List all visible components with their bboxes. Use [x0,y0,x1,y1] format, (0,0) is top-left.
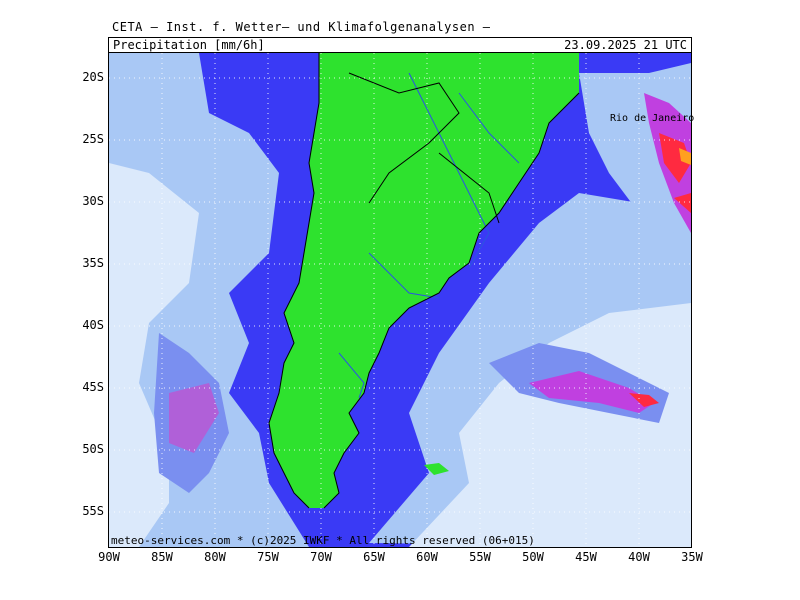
river [368,252,440,299]
precip-peak-cell [679,148,691,165]
rivers [338,72,520,399]
info-bar: Precipitation [mm/6h] 23.09.2025 21 UTC [108,37,692,52]
country-border [348,72,460,204]
coastline [323,92,580,509]
country-border [438,152,500,224]
chart-title: CETA – Inst. f. Wetter– und Klimafolgena… [112,20,491,34]
land-masses [269,53,579,508]
lon-tick-label: 70W [310,550,332,564]
river [458,92,520,164]
lon-tick-label: 40W [628,550,650,564]
lon-tick-label: 75W [257,550,279,564]
precip-light-area [109,163,199,547]
river [408,72,490,269]
lon-tick-label: 85W [151,550,173,564]
precip-heavy-area [169,383,219,453]
map-canvas [109,53,691,547]
precip-ocean-band [409,303,691,547]
copyright-footer: meteo-services.com * (c)2025 IWKF * All … [111,534,535,547]
lat-tick-label: 35S [82,256,104,270]
south-america-land [269,53,579,508]
lat-tick-label: 30S [82,194,104,208]
lon-tick-label: 65W [363,550,385,564]
lat-tick-label: 40S [82,318,104,332]
valid-time: 23.09.2025 21 UTC [564,38,687,52]
lon-tick-label: 35W [681,550,703,564]
lon-tick-label: 80W [204,550,226,564]
precip-field [109,53,691,547]
borders [268,53,580,509]
country-border [268,53,320,509]
lat-tick-label: 20S [82,70,104,84]
lon-tick-label: 90W [98,550,120,564]
lon-tick-label: 55W [469,550,491,564]
precip-map [108,52,692,548]
lat-tick-label: 25S [82,132,104,146]
lon-tick-label: 60W [416,550,438,564]
precip-extreme-cell [659,133,691,183]
river [338,352,365,399]
variable-label: Precipitation [mm/6h] [113,38,265,52]
lat-tick-label: 50S [82,442,104,456]
lon-tick-label: 50W [522,550,544,564]
city-label: Rio de Janeiro [610,113,695,124]
lat-tick-label: 55S [82,504,104,518]
graticule [109,53,691,547]
falklands-land [424,463,449,475]
lon-tick-label: 45W [575,550,597,564]
precip-extreme-cell [629,393,659,407]
precip-extreme-cell [674,193,691,213]
lat-tick-label: 45S [82,380,104,394]
precip-heavy-area [529,371,654,413]
